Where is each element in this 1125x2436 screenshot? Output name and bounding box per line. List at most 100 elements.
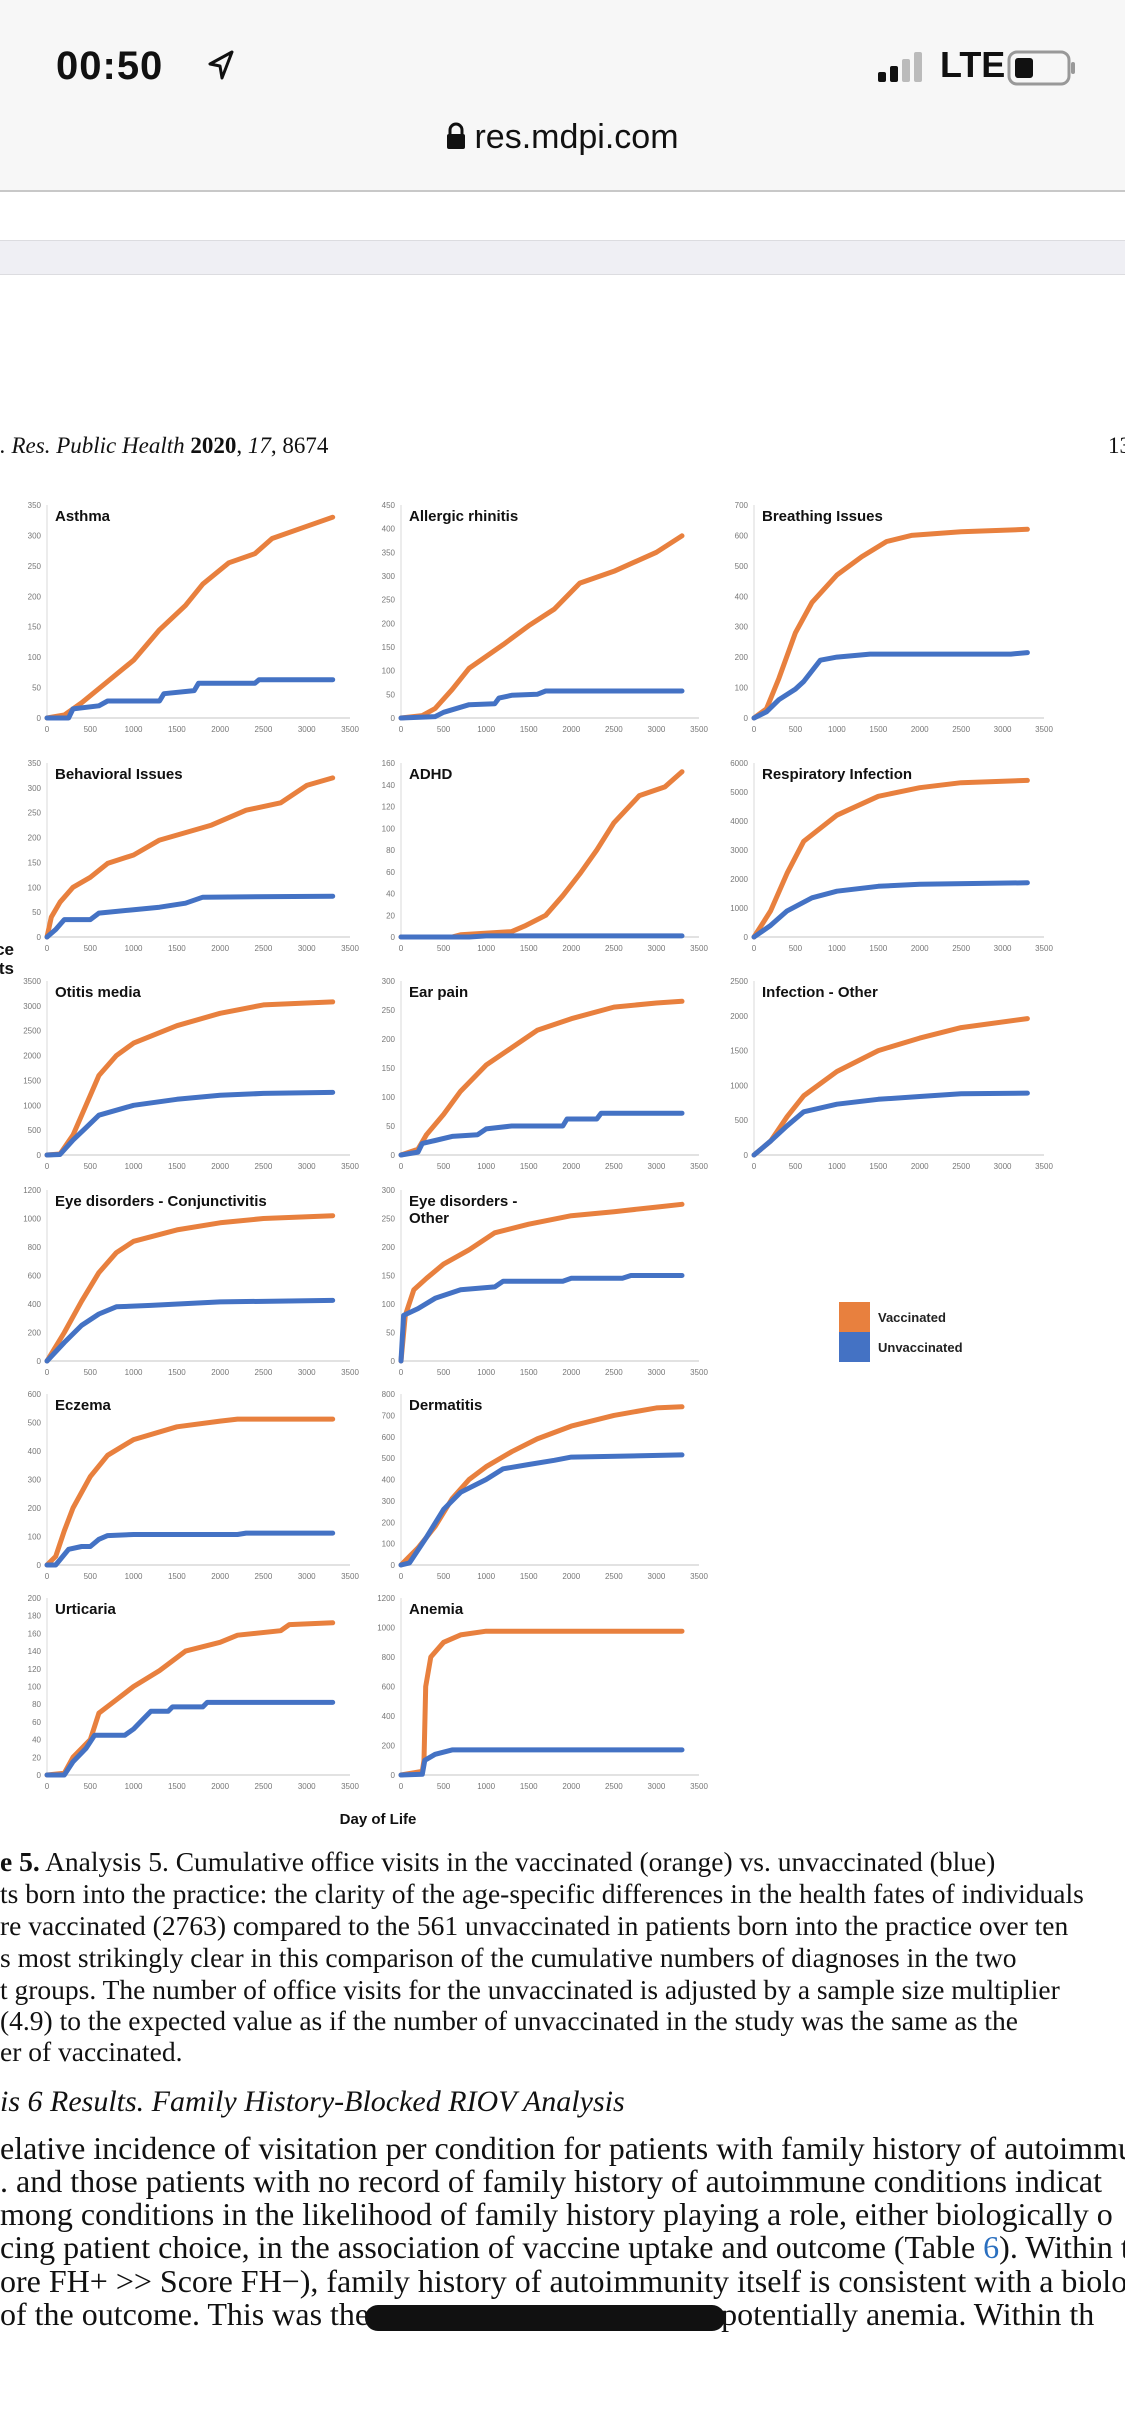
y-axis-label: cets [0, 940, 14, 978]
x-tick-label: 500 [437, 1782, 451, 1791]
y-tick-label: 150 [28, 623, 42, 632]
x-tick-label: 0 [752, 1162, 757, 1171]
y-tick-label: 250 [382, 1006, 396, 1015]
chart-dermatitis: 0 100 200 300 400 500 600 700 800 0 500 1000 1500 200… [382, 1390, 709, 1581]
x-tick-label: 500 [84, 944, 98, 953]
y-tick-label: 300 [28, 531, 42, 540]
x-tick-label: 3500 [341, 725, 359, 734]
chart-title: Ear pain [409, 984, 468, 1001]
y-tick-label: 100 [28, 653, 42, 662]
table-6-link[interactable]: 6 [983, 2229, 1000, 2265]
x-tick-label: 3500 [1035, 725, 1053, 734]
chart-anemia: 0 200 400 600 800 1000 1200 0 500 1000 1500 2000 250… [377, 1594, 708, 1791]
y-tick-label: 300 [382, 572, 396, 581]
chart-title-line: Eczema [55, 1397, 112, 1414]
y-tick-label: 800 [382, 1653, 396, 1662]
y-tick-label: 60 [32, 1718, 41, 1727]
chart-title: Eczema [55, 1397, 112, 1414]
x-tick-label: 2500 [255, 1162, 273, 1171]
caption-line: re vaccinated (2763) compared to the 561… [0, 1910, 1069, 1941]
chart-title: Allergic rhinitis [409, 508, 518, 525]
y-tick-label: 200 [382, 619, 396, 628]
y-tick-label: 2000 [730, 1012, 748, 1021]
lock-icon [447, 122, 466, 149]
x-tick-label: 3000 [298, 1572, 316, 1581]
journal-name: . Res. Public Health [0, 433, 191, 458]
x-tick-label: 1500 [520, 1782, 538, 1791]
x-tick-label: 1000 [477, 725, 495, 734]
battery-icon [1007, 50, 1075, 86]
x-tick-label: 3000 [648, 1368, 666, 1377]
x-tick-label: 1500 [520, 1572, 538, 1581]
caption-line: s most strikingly clear in this comparis… [0, 1942, 1017, 1973]
x-tick-label: 1000 [828, 725, 846, 734]
y-tick-label: 400 [28, 1300, 42, 1309]
x-tick-label: 1000 [125, 1782, 143, 1791]
x-tick-label: 2500 [255, 1782, 273, 1791]
caption-line: t groups. The number of office visits fo… [0, 1974, 1060, 2005]
x-tick-label: 2000 [562, 1162, 580, 1171]
paragraph-text: potentially anemia. Within th [721, 2296, 1095, 2332]
caption-line: e 5. Analysis 5. Cumulative office visit… [0, 1846, 995, 1878]
chart-title-line: Allergic rhinitis [409, 508, 518, 525]
y-tick-label: 5000 [730, 788, 748, 797]
x-tick-label: 500 [84, 1162, 98, 1171]
address-bar[interactable]: res.mdpi.com [0, 118, 1125, 157]
x-tick-label: 2000 [211, 1572, 229, 1581]
y-tick-label: 160 [28, 1629, 42, 1638]
y-tick-label: 180 [28, 1612, 42, 1621]
y-tick-label: 0 [744, 933, 749, 942]
x-tick-label: 500 [789, 725, 803, 734]
series-line-vaccinated [751, 526, 1030, 721]
y-tick-label: 40 [32, 1736, 41, 1745]
y-tick-label: 700 [735, 501, 749, 510]
x-tick-label: 1500 [869, 1162, 887, 1171]
x-tick-label: 2500 [605, 1782, 623, 1791]
legend-swatch [839, 1302, 870, 1332]
y-tick-label: 350 [28, 759, 42, 768]
chart-title-line: ADHD [409, 766, 452, 783]
y-tick-label: 200 [735, 653, 749, 662]
chart-title-line: Ear pain [409, 984, 468, 1001]
y-tick-label: 20 [386, 911, 395, 920]
chart-title-line: Dermatitis [409, 1397, 482, 1414]
y-tick-label: 400 [382, 525, 396, 534]
y-tick-label: 600 [382, 1433, 396, 1442]
chart-eczema: 0 100 200 300 400 500 600 0 500 1000 1500 2000 2500 3… [28, 1390, 360, 1581]
y-tick-label: 0 [37, 933, 42, 942]
url-text: res.mdpi.com [474, 118, 679, 156]
x-tick-label: 1500 [520, 1162, 538, 1171]
series-line-unvaccinated [398, 1747, 685, 1778]
chart-title-line: Behavioral Issues [55, 766, 183, 783]
caption-line: ts born into the practice: the clarity o… [0, 1878, 1084, 1909]
y-tick-label: 1000 [730, 1081, 748, 1090]
y-tick-label: 150 [382, 1064, 396, 1073]
series-line-vaccinated [751, 777, 1030, 940]
x-tick-label: 0 [752, 944, 757, 953]
y-tick-label: 200 [28, 1504, 42, 1513]
chart-adhd: 0 20 40 60 80 100 120 140 160 0 500 1000 1500 2000 250… [382, 759, 709, 953]
x-tick-label: 500 [789, 944, 803, 953]
y-tick-label: 50 [386, 690, 395, 699]
x-tick-label: 0 [752, 725, 757, 734]
y-tick-label: 2500 [23, 1027, 41, 1036]
x-tick-label: 1500 [168, 725, 186, 734]
series-line-vaccinated [398, 998, 685, 1158]
chart-title: Behavioral Issues [55, 766, 183, 783]
x-tick-label: 500 [84, 725, 98, 734]
y-tick-label: 500 [28, 1126, 42, 1135]
y-tick-label: 100 [382, 824, 396, 833]
y-tick-label: 600 [28, 1390, 42, 1399]
y-tick-label: 250 [28, 809, 42, 818]
paragraph-line: elative incidence of visitation per cond… [0, 2130, 1125, 2166]
x-tick-label: 3500 [341, 944, 359, 953]
chart-title-line: Infection - Other [762, 984, 878, 1001]
signal-bars-icon [878, 52, 922, 82]
chart-title-line: Breathing Issues [762, 508, 883, 525]
y-tick-label: 300 [382, 1186, 396, 1195]
y-tick-label: 500 [382, 1454, 396, 1463]
x-tick-label: 1500 [520, 725, 538, 734]
x-tick-label: 3000 [298, 1368, 316, 1377]
